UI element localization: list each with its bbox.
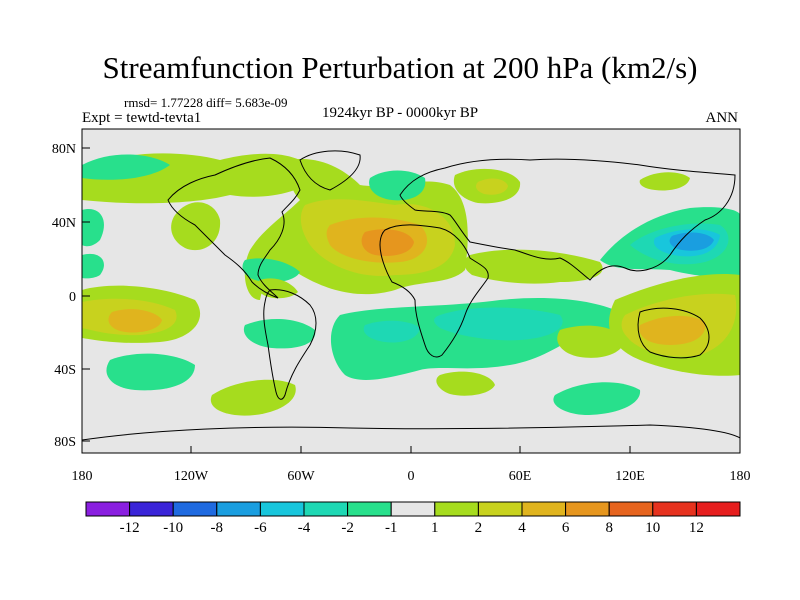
coast-north-america xyxy=(167,157,301,299)
lon-label: 60E xyxy=(509,469,532,484)
chart-title: Streamfunction Perturbation at 200 hPa (… xyxy=(102,50,698,85)
season-label: ANN xyxy=(705,110,739,126)
coast-australia xyxy=(637,307,710,359)
colorbar-swatch xyxy=(347,501,392,517)
fill-sam-negative xyxy=(243,318,316,349)
colorbar-label: -8 xyxy=(211,520,224,536)
colorbar-label: -1 xyxy=(385,520,398,536)
experiment-label: Expt = tewtd-tevta1 xyxy=(82,110,202,126)
lon-labels: 180 120W 60W 0 60E 120E 180 xyxy=(72,469,751,484)
colorbar-label: 1 xyxy=(431,520,439,536)
colorbar-label: -6 xyxy=(254,520,267,536)
lat-label: 40N xyxy=(52,216,76,231)
colorbar-swatch xyxy=(390,501,436,517)
fill-westpac-low-peak xyxy=(669,232,714,251)
colorbar-swatch xyxy=(434,501,479,517)
fill-pacific-negative-north xyxy=(82,253,104,279)
colorbar-swatch xyxy=(521,501,567,517)
colorbar-swatch xyxy=(85,501,131,517)
fill-atlantic-high-peak xyxy=(361,229,414,256)
colorbar-swatch xyxy=(216,501,261,517)
fill-south-sam-positive xyxy=(210,379,296,416)
colorbar-swatch xyxy=(172,501,218,517)
colorbar-label: -4 xyxy=(298,520,311,536)
coast-eurasia xyxy=(399,158,736,281)
lat-label: 40S xyxy=(54,363,76,378)
fill-siberia-positive xyxy=(639,172,690,191)
fill-s-indian-low xyxy=(434,307,563,341)
colorbar-swatch xyxy=(565,501,610,517)
coastlines xyxy=(82,150,740,441)
colorbar-label: 4 xyxy=(518,520,526,536)
fill-indian-positive xyxy=(464,249,603,284)
fill-caribbean-negative xyxy=(242,258,300,283)
colorbar-label: 12 xyxy=(689,520,704,536)
colorbar-label: 10 xyxy=(645,520,660,536)
stats-line: rmsd= 1.77228 diff= 5.683e-09 xyxy=(124,95,288,110)
colorbar-swatch xyxy=(129,501,174,517)
lat-label: 80N xyxy=(52,142,76,157)
fill-s-atlantic-low xyxy=(363,320,420,343)
fill-europe-mid xyxy=(476,178,508,195)
coast-antarctica xyxy=(82,424,740,441)
colorbar-swatch xyxy=(652,501,697,517)
lon-label: 120W xyxy=(174,469,209,484)
colorbar: -12 -10 -8 -6 -4 -2 -1 1 2 4 6 8 10 12 xyxy=(85,501,741,536)
colorbar-swatch xyxy=(303,501,349,517)
lat-label: 0 xyxy=(69,290,76,305)
fill-australia-core xyxy=(639,315,706,345)
coast-africa xyxy=(379,224,489,358)
lon-label: 60W xyxy=(287,469,315,484)
lat-label: 80S xyxy=(54,435,76,450)
coast-south-america xyxy=(263,289,317,400)
lat-labels: 80N 40N 0 40S 80S xyxy=(52,142,76,450)
lon-label: 120E xyxy=(615,469,645,484)
colorbar-swatch xyxy=(477,501,523,517)
axis-ticks xyxy=(82,147,631,453)
fill-south-indian-negative xyxy=(553,382,641,415)
colorbar-label: -10 xyxy=(163,520,183,536)
lon-label: 0 xyxy=(408,469,415,484)
period-label: 1924kyr BP - 0000kyr BP xyxy=(322,105,479,121)
colorbar-swatch xyxy=(608,501,654,517)
fill-se-pacific-negative xyxy=(106,353,195,391)
fill-westpac-low-outer xyxy=(82,209,104,247)
fill-natlantic-negative xyxy=(369,170,426,201)
colorbar-label: 2 xyxy=(475,520,483,536)
fill-npacific-negative xyxy=(82,154,170,180)
coast-greenland xyxy=(299,150,361,191)
colorbar-label: 6 xyxy=(562,520,570,536)
colorbar-label: 8 xyxy=(605,520,613,536)
fill-s-indian-positive xyxy=(557,325,625,358)
colorbar-swatch xyxy=(695,501,741,517)
lon-label: 180 xyxy=(730,469,751,484)
lon-label: 180 xyxy=(72,469,93,484)
colorbar-label: -12 xyxy=(120,520,140,536)
fill-spacific-core xyxy=(108,309,162,333)
colorbar-swatch xyxy=(259,501,305,517)
fill-south-atlantic-positive xyxy=(436,371,495,396)
colorbar-label: -2 xyxy=(341,520,354,536)
